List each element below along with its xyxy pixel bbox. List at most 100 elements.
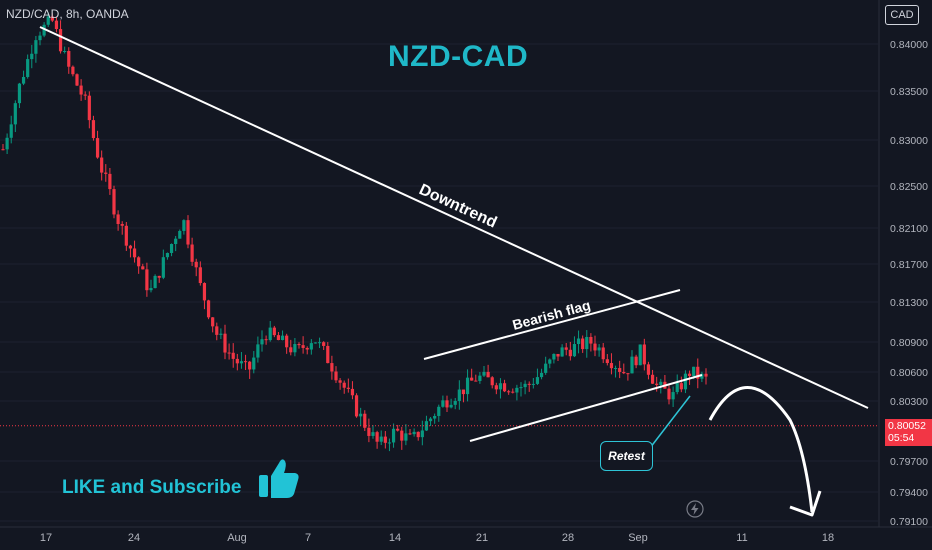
candle-body bbox=[223, 333, 227, 353]
candle-body bbox=[474, 380, 478, 382]
candle-body bbox=[535, 377, 540, 384]
candle-body bbox=[519, 387, 523, 389]
flag-upper-line bbox=[423, 289, 681, 360]
candle-body bbox=[182, 220, 186, 231]
candle-body bbox=[322, 342, 326, 346]
candle-body bbox=[482, 371, 486, 376]
candle-body bbox=[178, 230, 182, 239]
candle-body bbox=[568, 349, 572, 357]
last-price-tag: 0.80052 05:54 bbox=[885, 419, 932, 446]
time-tick-label: 11 bbox=[736, 532, 747, 544]
time-tick-label: 17 bbox=[40, 532, 52, 544]
candle-body bbox=[683, 373, 688, 390]
candle-body bbox=[523, 383, 527, 388]
candle-body bbox=[371, 432, 375, 436]
price-tick-label: 0.82100 bbox=[890, 223, 928, 235]
candle-body bbox=[227, 352, 231, 354]
candle-body bbox=[285, 335, 289, 348]
candle-body bbox=[67, 51, 71, 67]
candle-body bbox=[264, 339, 268, 341]
candle-body bbox=[416, 431, 420, 438]
candle-body bbox=[83, 94, 87, 96]
candle-body bbox=[465, 377, 470, 395]
candle-body bbox=[486, 371, 490, 378]
candle-body bbox=[375, 432, 379, 442]
candle-body bbox=[165, 252, 170, 258]
candle-body bbox=[692, 366, 696, 377]
candle-body bbox=[186, 220, 190, 245]
down-arrow-icon bbox=[789, 490, 822, 517]
candle-body bbox=[128, 245, 133, 249]
time-tick-label: 14 bbox=[389, 532, 401, 544]
candle-body bbox=[626, 373, 630, 375]
candle-body bbox=[58, 29, 63, 52]
candle-body bbox=[687, 373, 692, 377]
candles bbox=[1, 12, 708, 452]
candle-body bbox=[589, 336, 593, 344]
candle-body bbox=[408, 433, 412, 435]
time-tick-label: 28 bbox=[562, 532, 574, 544]
candle-body bbox=[507, 391, 511, 393]
candle-body bbox=[260, 339, 264, 345]
candle-body bbox=[478, 375, 482, 381]
candle-body bbox=[153, 275, 157, 289]
candle-body bbox=[26, 59, 30, 77]
candle-body bbox=[87, 95, 91, 121]
candle-body bbox=[1, 149, 5, 151]
candle-body bbox=[437, 406, 441, 416]
candle-body bbox=[342, 382, 346, 388]
candle-body bbox=[379, 436, 383, 442]
candle-body bbox=[100, 157, 104, 173]
price-tick-label: 0.80600 bbox=[890, 367, 928, 379]
retest-label: Retest bbox=[600, 441, 653, 471]
candle-body bbox=[544, 363, 548, 373]
lightning-icon[interactable] bbox=[686, 500, 704, 518]
currency-button[interactable]: CAD bbox=[885, 5, 919, 25]
candle-body bbox=[420, 430, 424, 438]
candle-body bbox=[289, 347, 293, 353]
candle-body bbox=[531, 383, 535, 385]
flag-lower-line bbox=[469, 374, 703, 442]
candle-body bbox=[108, 173, 112, 190]
candle-body bbox=[75, 74, 79, 86]
candle-body bbox=[17, 83, 22, 104]
price-tick-label: 0.80300 bbox=[890, 396, 928, 408]
candle-body bbox=[13, 103, 17, 125]
candle-body bbox=[79, 85, 83, 95]
candle-body bbox=[367, 427, 371, 436]
candle-body bbox=[112, 189, 116, 215]
price-tick-label: 0.84000 bbox=[890, 39, 928, 51]
candle-body bbox=[650, 374, 655, 384]
time-axis: 17 24 Aug 7 14 21 28 Sep 11 18 bbox=[0, 526, 932, 544]
candle-body bbox=[354, 395, 359, 417]
candle-body bbox=[248, 361, 252, 370]
candle-body bbox=[243, 361, 248, 363]
candle-body bbox=[63, 51, 67, 53]
candle-body bbox=[449, 404, 453, 408]
candle-body bbox=[539, 372, 544, 378]
candle-body bbox=[490, 377, 494, 386]
candle-body bbox=[54, 20, 59, 30]
time-tick-label: 24 bbox=[128, 532, 140, 544]
candle-body bbox=[404, 433, 408, 441]
candle-body bbox=[622, 371, 626, 374]
candle-body bbox=[572, 344, 577, 357]
candle-body bbox=[515, 387, 519, 393]
candle-body bbox=[50, 16, 54, 21]
candle-body bbox=[38, 35, 42, 41]
thumbs-up-icon bbox=[259, 459, 299, 498]
candle-body bbox=[634, 356, 638, 366]
candle-body bbox=[120, 224, 124, 226]
price-tick-label: 0.81300 bbox=[890, 297, 928, 309]
candle-body bbox=[297, 344, 301, 346]
candle-body bbox=[609, 363, 614, 369]
candle-body bbox=[124, 225, 128, 246]
price-tick-label: 0.83500 bbox=[890, 86, 928, 98]
price-tick-label: 0.81700 bbox=[890, 259, 928, 271]
candle-body bbox=[502, 383, 507, 392]
candle-body bbox=[71, 66, 75, 75]
candle-body bbox=[494, 385, 498, 390]
candle-body bbox=[511, 391, 515, 393]
candle-body bbox=[671, 392, 675, 400]
